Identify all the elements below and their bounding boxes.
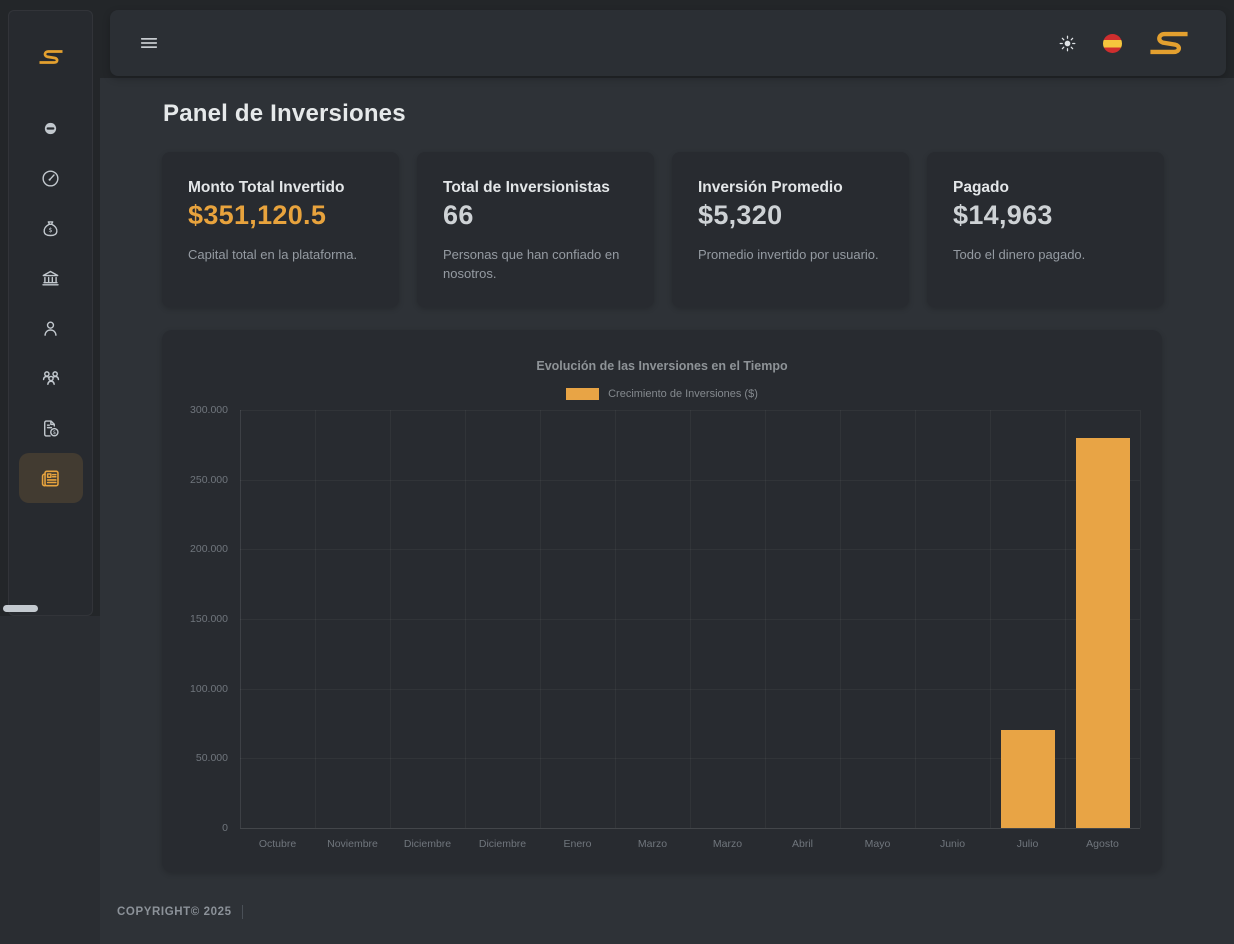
x-axis-tick-label: Noviembre xyxy=(327,838,378,850)
gridline-vertical xyxy=(465,410,466,828)
sidebar-item-users[interactable] xyxy=(19,353,83,403)
x-axis-line xyxy=(240,828,1140,829)
spain-flag-icon[interactable] xyxy=(1103,33,1122,53)
y-axis-tick-label: 150.000 xyxy=(190,613,228,625)
x-axis-tick-label: Diciembre xyxy=(403,838,452,850)
stat-card-label: Monto Total Invertido xyxy=(188,179,345,196)
sidebar-item-invoice[interactable]: $ xyxy=(19,403,83,453)
y-axis-tick-label: 300.000 xyxy=(190,404,228,416)
x-axis-tick-label: Marzo xyxy=(637,838,668,850)
invoice-icon: $ xyxy=(40,418,61,439)
x-axis-tick-label: Junio xyxy=(939,838,966,850)
brand-s-logo xyxy=(1148,30,1190,56)
gridline-vertical xyxy=(315,410,316,828)
bank-icon xyxy=(40,268,61,289)
gridline-horizontal xyxy=(240,549,1140,551)
stat-card-label: Total de Inversionistas xyxy=(443,179,610,196)
sidebar-item-gauge[interactable] xyxy=(19,153,83,203)
svg-text:$: $ xyxy=(48,226,52,234)
stat-card: Monto Total Invertido $351,120.5 Capital t… xyxy=(162,152,399,307)
stat-card-value: 66 xyxy=(443,200,474,230)
gridline-vertical xyxy=(1065,410,1066,828)
stat-card-label: Pagado xyxy=(953,179,1009,196)
gauge-icon xyxy=(40,168,61,189)
footer-divider xyxy=(241,905,243,919)
gridline-horizontal xyxy=(240,758,1140,760)
chart-title: Evolución de las Inversiones en el Tiemp… xyxy=(536,359,788,373)
x-axis-tick-label: Julio xyxy=(1016,838,1039,850)
stat-card-description: Todo el dinero pagado. xyxy=(953,247,1086,262)
x-axis-tick-label: Mayo xyxy=(864,838,891,850)
gridline-vertical xyxy=(765,410,766,828)
menu-icon[interactable] xyxy=(138,32,160,54)
user-icon xyxy=(40,318,61,339)
sidebar-item-user[interactable] xyxy=(19,303,83,353)
sidebar-item-news[interactable] xyxy=(18,453,83,503)
chart-bar-julio[interactable] xyxy=(1000,730,1055,828)
brand-s-logo[interactable] xyxy=(38,49,64,65)
stat-card: Inversión Promedio $5,320 Promedio inverti… xyxy=(672,152,909,307)
footer: COPYRIGHT© 2025 xyxy=(117,905,243,919)
gridline-vertical xyxy=(615,410,616,828)
gridline-vertical xyxy=(540,410,541,828)
x-axis-tick-label: Marzo xyxy=(712,838,743,850)
gridline-horizontal xyxy=(240,479,1140,481)
header-actions xyxy=(1058,30,1190,56)
page-title: Panel de Inversiones xyxy=(163,100,406,127)
gridline-horizontal xyxy=(240,688,1140,690)
x-axis-tick-label: Abril xyxy=(791,838,813,850)
sun-icon[interactable] xyxy=(1058,34,1077,53)
stat-card-description: Capital total en la plataforma. xyxy=(188,247,358,262)
x-axis-tick-label: Diciembre xyxy=(478,838,527,850)
users-icon xyxy=(40,367,62,389)
sidebar-nav: $ $ xyxy=(18,103,83,503)
coin-icon xyxy=(42,120,59,137)
gridline-vertical xyxy=(1140,410,1141,828)
y-axis-line xyxy=(240,410,241,828)
x-axis-tick-label: Octubre xyxy=(258,838,297,850)
chart-legend-item[interactable]: Crecimiento de Inversiones ($) xyxy=(162,388,1162,400)
stat-card-label: Inversión Promedio xyxy=(698,179,843,196)
y-axis-tick-label: 250.000 xyxy=(190,473,228,486)
y-axis-tick-label: 200.000 xyxy=(190,543,228,556)
y-axis-tick-label: 50.000 xyxy=(195,752,228,765)
x-axis-tick-label: Agosto xyxy=(1086,838,1119,850)
horizontal-scrollbar-thumb[interactable] xyxy=(3,605,38,612)
sidebar-item-coin[interactable] xyxy=(19,103,83,153)
news-icon xyxy=(39,467,62,490)
gridline-vertical xyxy=(840,410,841,828)
sidebar-item-money-bag[interactable]: $ xyxy=(19,203,83,253)
gridline-vertical xyxy=(915,410,916,828)
gridline-vertical xyxy=(690,410,691,828)
gridline-vertical xyxy=(390,410,391,828)
y-axis-tick-label: 0 xyxy=(222,822,228,834)
stat-card-description: Personas que han confiado en nosotros. xyxy=(443,247,620,281)
x-axis-tick-label: Enero xyxy=(563,838,592,850)
gridline-horizontal xyxy=(240,619,1140,620)
stat-card: Pagado $14,963 Todo el dinero pagado. xyxy=(927,152,1164,307)
gridline-horizontal xyxy=(240,410,1140,411)
money-bag-icon: $ xyxy=(40,218,61,239)
stat-cards-row: Monto Total Invertido $351,120.5 Capital t… xyxy=(162,152,1164,307)
chart-panel: Evolución de las Inversiones en el Tiemp… xyxy=(162,330,1162,872)
stat-card: Total de Inversionistas 66 Personas que ha… xyxy=(417,152,654,307)
stat-card-value: $5,320 xyxy=(698,200,783,230)
stat-card-value: $14,963 xyxy=(953,200,1053,230)
sidebar-item-bank[interactable] xyxy=(19,253,83,303)
stat-card-description: Promedio invertido por usuario. xyxy=(698,247,879,262)
y-axis-tick-label: 100.000 xyxy=(190,682,228,695)
header-bar xyxy=(110,10,1226,76)
svg-text:$: $ xyxy=(53,430,56,436)
left-lower-background xyxy=(0,616,100,944)
chart-bar-agosto[interactable] xyxy=(1075,437,1130,828)
stat-card-value: $351,120.5 xyxy=(188,200,327,230)
sidebar: $ $ xyxy=(8,10,93,616)
legend-label: Crecimiento de Inversiones ($) xyxy=(608,388,758,400)
legend-swatch xyxy=(566,388,600,400)
copyright-text: COPYRIGHT© 2025 xyxy=(117,906,232,918)
gridline-vertical xyxy=(990,410,991,828)
